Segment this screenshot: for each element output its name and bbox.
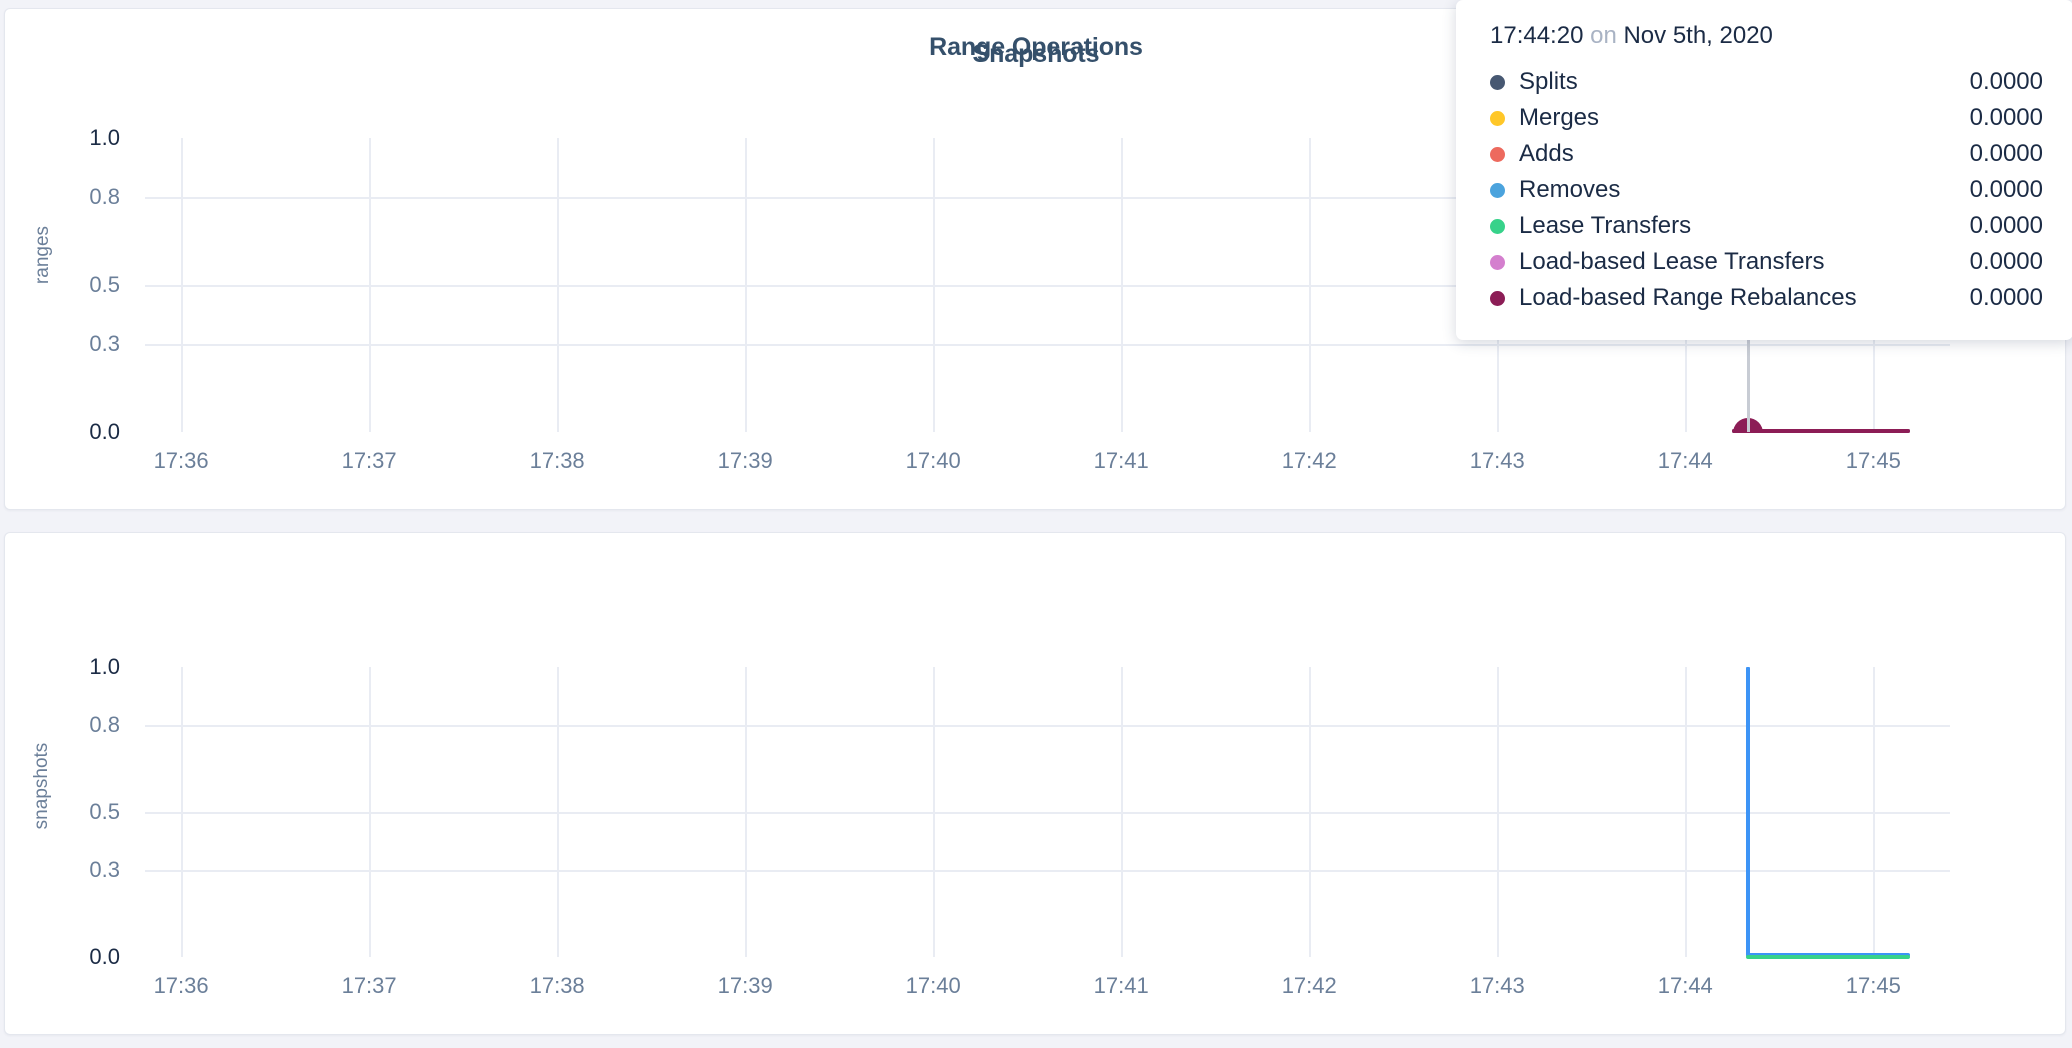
x-axis-tick-label: 17:44 — [1657, 448, 1713, 473]
y-axis-tick-label: 0.8 — [89, 183, 120, 209]
x-axis-tick-label: 17:45 — [1845, 448, 1901, 473]
x-axis-tick-label: 17:42 — [1281, 973, 1337, 998]
x-axis-tick-label: 17:38 — [529, 448, 585, 473]
x-axis-tick-label: 17:37 — [341, 973, 397, 998]
y-axis-tick-label: 0.5 — [89, 799, 120, 824]
y-axis-tick-label: 0.3 — [89, 857, 120, 882]
tooltip-timestamp: 17:44:20 on Nov 5th, 2020 — [1490, 22, 2043, 50]
tooltip-series-value: 0.0000 — [1969, 176, 2043, 203]
y-axis-tick-label: 0.8 — [89, 712, 120, 737]
tooltip-series-label: Load-based Lease Transfers — [1519, 248, 1825, 275]
tooltip-row: Adds 0.0000 — [1490, 136, 2043, 172]
range-y-tick-group: 1.0 0.8 0.5 0.3 0.0 — [30, 125, 120, 444]
snapshots-plot-area[interactable] — [145, 667, 1950, 959]
series-line — [1732, 429, 1911, 433]
tooltip-row: Lease Transfers 0.0000 — [1490, 208, 2043, 244]
gridline-horizontal — [145, 812, 1950, 814]
series-color-dot-icon — [1490, 110, 1505, 126]
x-axis-tick-label: 17:39 — [717, 448, 773, 473]
gridline-horizontal — [145, 285, 1950, 287]
series-color-dot-icon — [1490, 290, 1505, 306]
series-color-dot-icon — [1490, 182, 1505, 198]
tooltip-series-label: Lease Transfers — [1519, 212, 1692, 239]
x-axis-tick-label: 17:42 — [1281, 448, 1337, 473]
series-color-dot-icon — [1490, 146, 1505, 162]
tooltip-date-text: Nov 5th, 2020 — [1623, 22, 1773, 49]
tooltip-row: Splits 0.0000 — [1490, 64, 2043, 100]
x-axis-tick-label: 17:41 — [1093, 448, 1149, 473]
snapshots-y-tick-group: 1.0 0.8 0.5 0.3 0.0 — [30, 654, 120, 969]
gridline-horizontal — [145, 343, 1950, 346]
series-color-dot-icon — [1490, 218, 1505, 234]
snapshots-title: Snapshots — [972, 40, 1100, 68]
y-axis-tick-label: 1.0 — [89, 654, 120, 679]
snapshots-x-tick-group: 17:36 17:37 17:38 17:39 17:40 17:41 17:42 17:43… — [145, 973, 1950, 1003]
y-axis-tick-label: 1.0 — [89, 125, 120, 150]
snapshots-card — [4, 532, 2066, 1035]
series-color-dot-icon — [1490, 254, 1505, 270]
range-operations-title: Range Operations — [929, 33, 1143, 61]
tooltip-series-value: 0.0000 — [1969, 248, 2043, 275]
tooltip-series-label: Adds — [1519, 140, 1574, 167]
tooltip-series-value: 0.0000 — [1969, 104, 2043, 131]
x-axis-tick-label: 17:36 — [153, 448, 209, 473]
tooltip-series-label: Load-based Range Rebalances — [1519, 284, 1857, 311]
y-axis-tick-label: 0.3 — [89, 330, 120, 356]
y-axis-tick-label: 0.0 — [89, 944, 120, 969]
x-axis-tick-label: 17:44 — [1657, 973, 1713, 998]
gridline-horizontal — [145, 725, 1950, 727]
tooltip-series-value: 0.0000 — [1969, 140, 2043, 167]
x-axis-tick-label: 17:40 — [905, 973, 961, 998]
x-axis-tick-label: 17:37 — [341, 448, 397, 473]
tooltip-series-label: Removes — [1519, 176, 1621, 203]
tooltip-series-value: 0.0000 — [1969, 68, 2043, 95]
gridline-horizontal — [145, 196, 1950, 199]
tooltip-series-value: 0.0000 — [1969, 284, 2043, 311]
series-color-dot-icon — [1490, 74, 1505, 90]
range-x-tick-group: 17:36 17:37 17:38 17:39 17:40 17:41 17:42 17:43… — [145, 448, 1950, 478]
tooltip-row: Merges 0.0000 — [1490, 100, 2043, 136]
tooltip-series-label: Merges — [1519, 104, 1600, 131]
tooltip-row: Load-based Lease Transfers 0.0000 — [1490, 244, 2043, 280]
tooltip-row: Removes 0.0000 — [1490, 172, 2043, 208]
x-axis-tick-label: 17:39 — [717, 973, 773, 998]
x-axis-tick-label: 17:36 — [153, 973, 209, 998]
tooltip-series-label: Splits — [1519, 68, 1578, 95]
x-axis-tick-label: 17:38 — [529, 973, 585, 998]
tooltip-series-value: 0.0000 — [1969, 212, 2043, 239]
x-axis-tick-label: 17:41 — [1093, 973, 1149, 998]
x-axis-tick-label: 17:43 — [1469, 448, 1525, 473]
hover-tooltip: 17:44:20 on Nov 5th, 2020 Splits 0.0000 Me… — [1456, 0, 2072, 340]
tooltip-time: 17:44:20 — [1490, 22, 1584, 49]
y-axis-tick-label: 0.5 — [89, 272, 120, 297]
x-axis-tick-label: 17:43 — [1469, 973, 1525, 998]
gridline-horizontal — [145, 870, 1950, 872]
tooltip-row: Load-based Range Rebalances 0.0000 — [1490, 280, 2043, 316]
tooltip-series-list: Splits 0.0000 Merges 0.0000 Adds 0.0000 Remove… — [1490, 64, 2043, 316]
tooltip-on-word: on — [1590, 22, 1617, 49]
series-line — [1745, 955, 1911, 959]
series-line-spike — [1745, 667, 1750, 956]
x-axis-tick-label: 17:40 — [905, 448, 961, 473]
x-axis-tick-label: 17:45 — [1845, 973, 1901, 998]
y-axis-tick-label: 0.0 — [89, 419, 120, 444]
